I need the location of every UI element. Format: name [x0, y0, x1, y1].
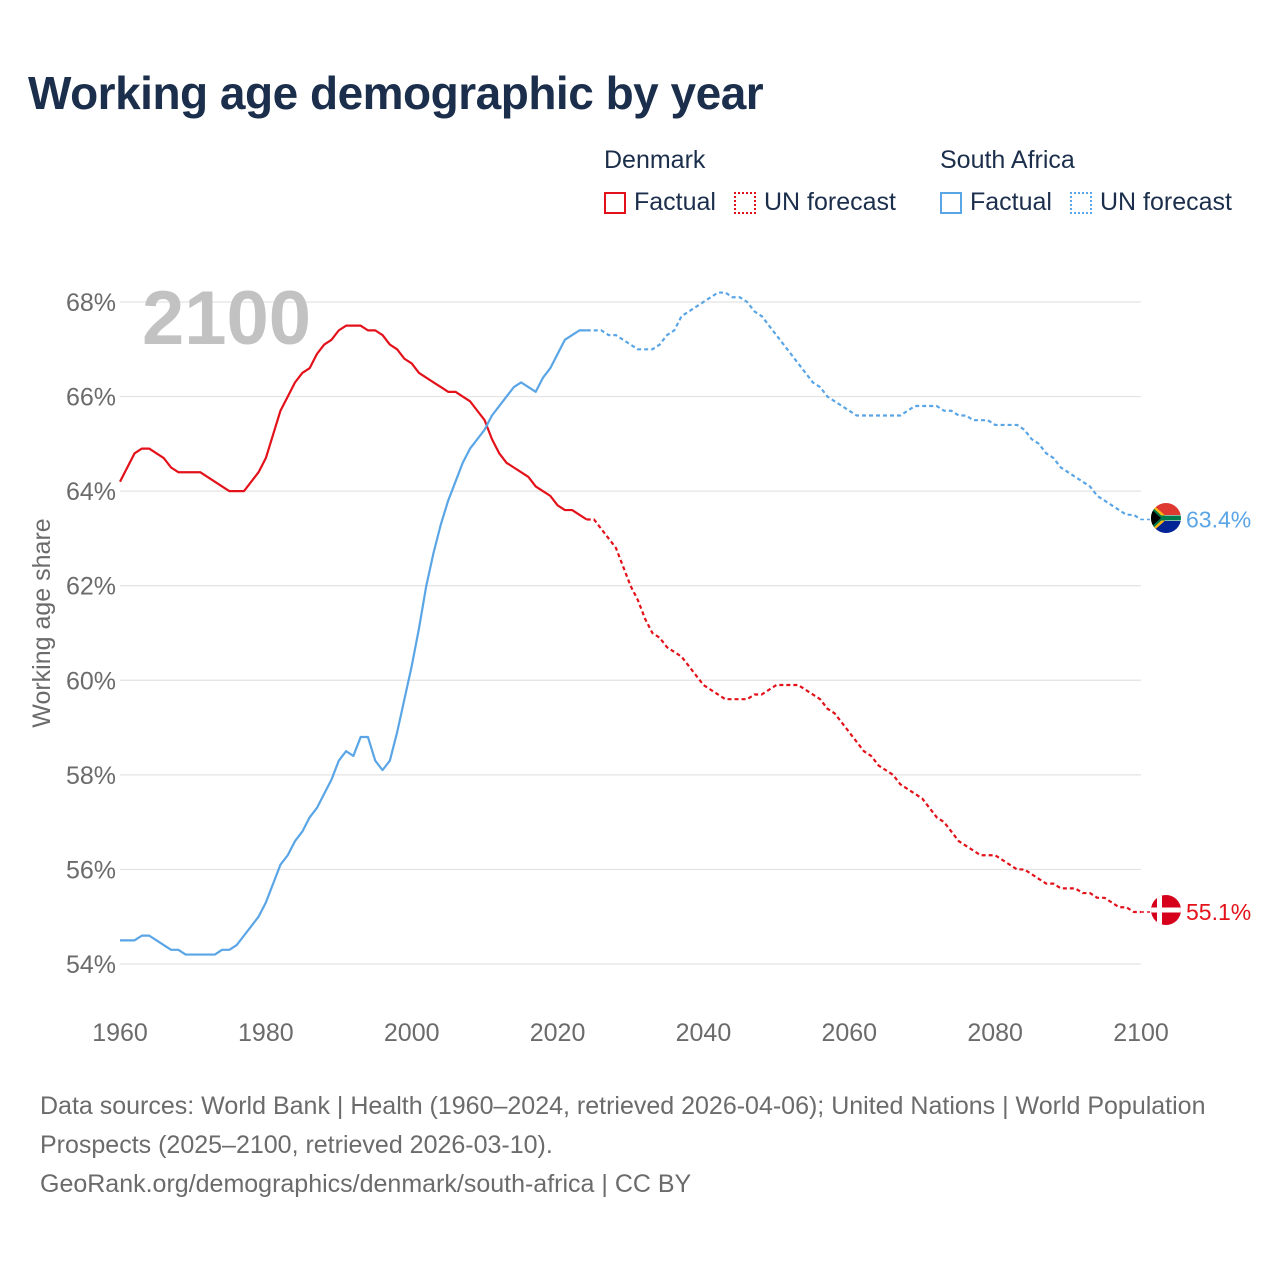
legend-swatch-dotted [733, 191, 756, 214]
y-tick-label: 62% [66, 573, 116, 601]
x-tick-label: 2100 [1113, 1019, 1169, 1047]
y-tick-label: 66% [66, 384, 116, 412]
south-africa-end-value-label: 63.4% [1186, 507, 1251, 533]
legend-label: UN forecast [1099, 188, 1232, 216]
x-tick-label: 2020 [530, 1019, 586, 1047]
x-tick-label: 2000 [384, 1019, 440, 1047]
y-tick-label: 58% [66, 762, 116, 790]
line-chart: 2100 Working age share 54% 56% 58% 60% 62% 64… [28, 276, 1251, 1047]
legend-swatch-solid [940, 191, 962, 214]
south-africa-factual-line [120, 329, 587, 956]
legend-south-africa-factual[interactable]: Factual [940, 188, 1052, 217]
y-tick-label: 64% [66, 478, 116, 506]
x-tick-label: 2060 [821, 1019, 877, 1047]
y-tick-label: 56% [66, 856, 116, 884]
data-sources-text: Data sources: World Bank | Health (1960–… [40, 1092, 1206, 1159]
chart-title: Working age demographic by year [28, 67, 764, 119]
legend-label: Factual [970, 188, 1052, 216]
x-tick-label: 1980 [238, 1019, 294, 1047]
south-africa-flag-icon [1151, 503, 1181, 533]
legend-label: UN forecast [763, 188, 896, 216]
south-africa-forecast-line [586, 291, 1142, 521]
x-tick-label: 2040 [676, 1019, 732, 1047]
denmark-forecast-line [586, 518, 1141, 914]
x-tick-label: 1960 [92, 1019, 148, 1047]
footer: Data sources: World Bank | Health (1960–… [40, 1087, 1220, 1204]
denmark-end-value-label: 55.1% [1186, 899, 1251, 925]
legend-swatch-solid [604, 191, 626, 214]
x-tick-label: 2080 [967, 1019, 1023, 1047]
y-tick-label: 68% [66, 289, 116, 317]
year-watermark: 2100 [142, 276, 311, 361]
legend-denmark: Denmark Factual UN forecast [604, 146, 914, 217]
denmark-factual-line [119, 324, 588, 521]
legend-label: Factual [634, 188, 716, 216]
legend-denmark-factual[interactable]: Factual [604, 188, 716, 217]
legend-group-name: South Africa [940, 146, 1075, 174]
legend-swatch-dotted [1069, 191, 1092, 214]
source-link[interactable]: GeoRank.org/demographics/denmark/south-a… [40, 1170, 692, 1198]
legend-south-africa: South Africa Factual UN forecast [940, 146, 1250, 217]
y-axis-label: Working age share [28, 518, 56, 727]
legend-south-africa-forecast[interactable]: UN forecast [1069, 188, 1232, 217]
legend-group-name: Denmark [604, 146, 706, 174]
denmark-flag-icon [1151, 895, 1181, 925]
legend-denmark-forecast[interactable]: UN forecast [733, 188, 896, 217]
y-tick-label: 54% [66, 951, 116, 979]
y-tick-label: 60% [66, 667, 116, 695]
